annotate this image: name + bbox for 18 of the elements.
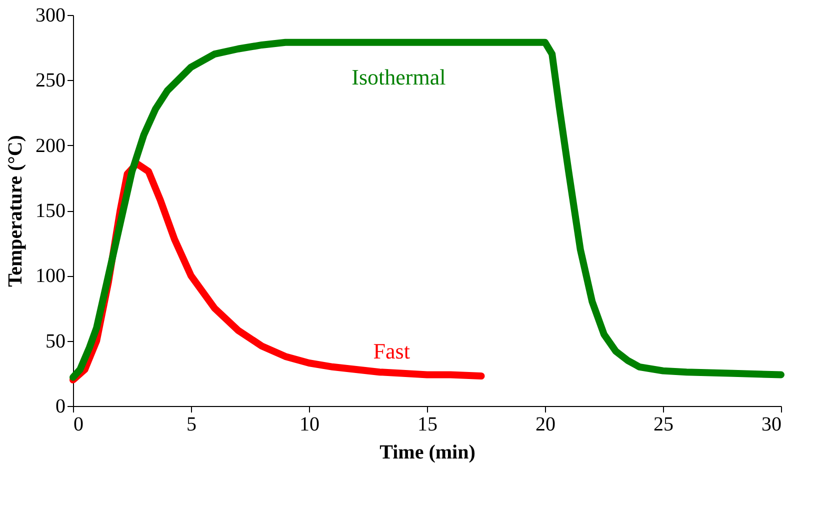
- x-tick-label: 10: [300, 414, 320, 436]
- x-tick-label: 5: [186, 414, 196, 436]
- x-tick-label: 0: [74, 414, 84, 436]
- x-tick-label: 20: [536, 414, 556, 436]
- y-tick-label: 300: [36, 4, 66, 26]
- x-tick-label: 15: [418, 414, 438, 436]
- y-tick-label: 150: [36, 200, 66, 222]
- y-axis-title: Temperature (°C): [4, 135, 26, 287]
- y-tick-label: 100: [36, 265, 66, 288]
- x-tick-label: 30: [762, 414, 782, 436]
- y-tick-label: 50: [46, 330, 66, 352]
- x-axis-title: Time (min): [380, 442, 476, 464]
- series-label: Isothermal: [352, 64, 446, 90]
- y-tick-label: 250: [36, 70, 66, 92]
- y-tick-label: 0: [56, 396, 66, 418]
- series-label: Fast: [373, 338, 410, 364]
- x-tick-label: 25: [654, 414, 674, 436]
- y-tick-label: 200: [36, 134, 66, 157]
